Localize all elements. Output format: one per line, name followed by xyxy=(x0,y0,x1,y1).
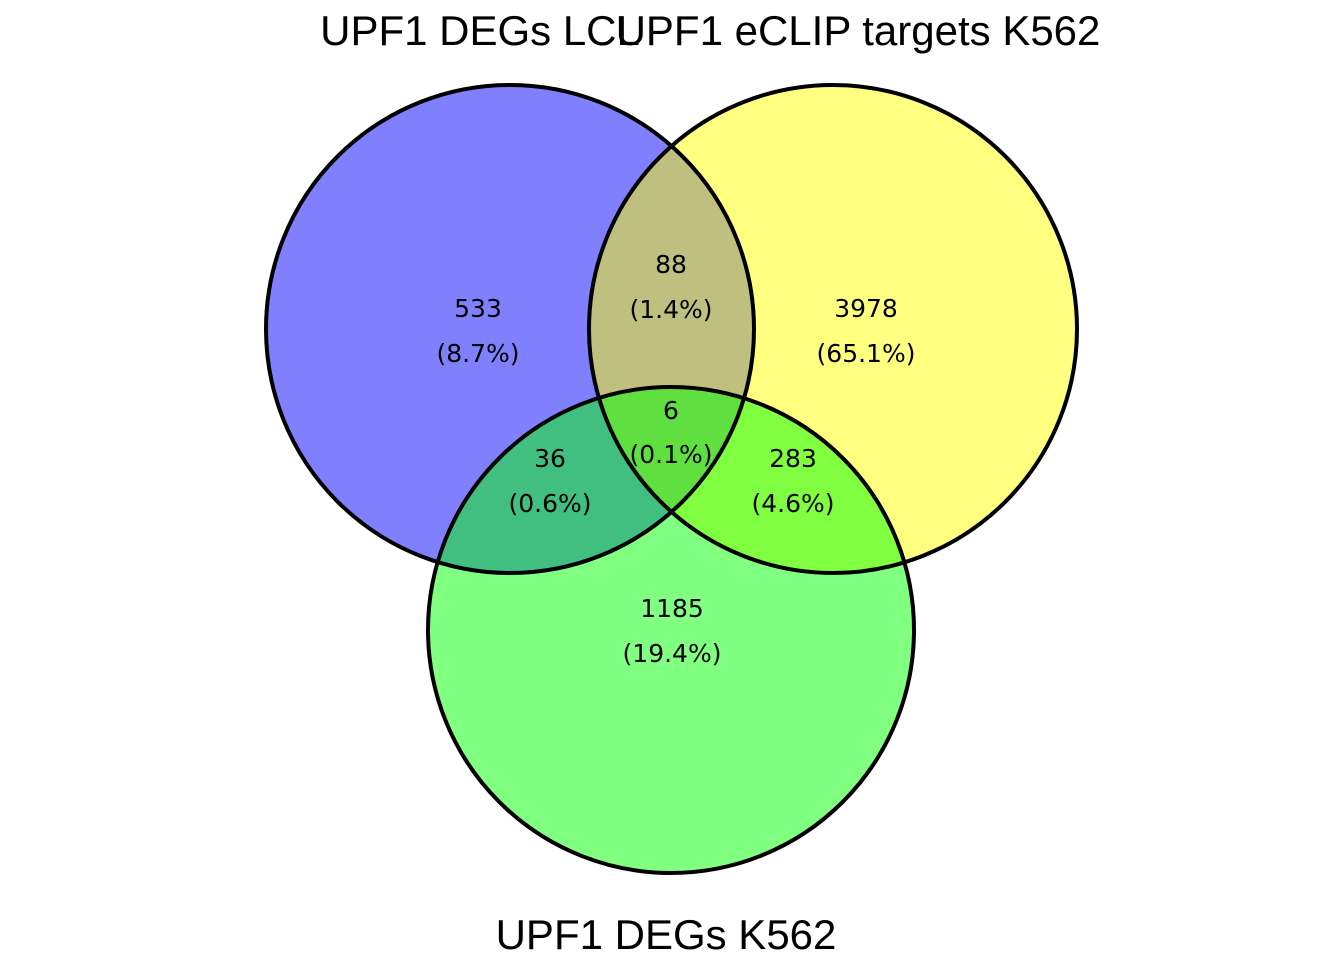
set-label-k562: UPF1 DEGs K562 xyxy=(496,911,837,958)
region-lcl-only-percent: (8.7%) xyxy=(436,339,519,368)
region-k562-only-percent: (19.4%) xyxy=(623,639,722,668)
set-circle-k562-outline xyxy=(426,385,916,875)
region-eclip-k562-percent: (4.6%) xyxy=(751,489,834,518)
overlap-lcl-k562 xyxy=(428,387,754,573)
region-lcl-eclip-count: 88 xyxy=(655,250,687,279)
region-lcl-only-count: 533 xyxy=(454,294,502,323)
set-circle-lcl-outline xyxy=(264,83,756,575)
region-k562-only-count: 1185 xyxy=(640,594,704,623)
set-label-eclip: UPF1 eCLIP targets K562 xyxy=(616,7,1101,54)
region-all-three-count: 6 xyxy=(663,396,679,425)
set-label-lcl: UPF1 DEGs LCL xyxy=(320,7,640,54)
region-lcl-k562-percent: (0.6%) xyxy=(508,489,591,518)
region-lcl-eclip-percent: (1.4%) xyxy=(629,295,712,324)
overlap-eclip-k562 xyxy=(589,387,914,573)
region-eclip-k562-count: 283 xyxy=(769,444,817,473)
region-eclip-only-percent: (65.1%) xyxy=(817,339,916,368)
region-eclip-only-count: 3978 xyxy=(834,294,898,323)
set-circle-eclip-outline xyxy=(587,83,1079,575)
region-all-three-percent: (0.1%) xyxy=(629,440,712,469)
region-lcl-k562-count: 36 xyxy=(534,444,566,473)
